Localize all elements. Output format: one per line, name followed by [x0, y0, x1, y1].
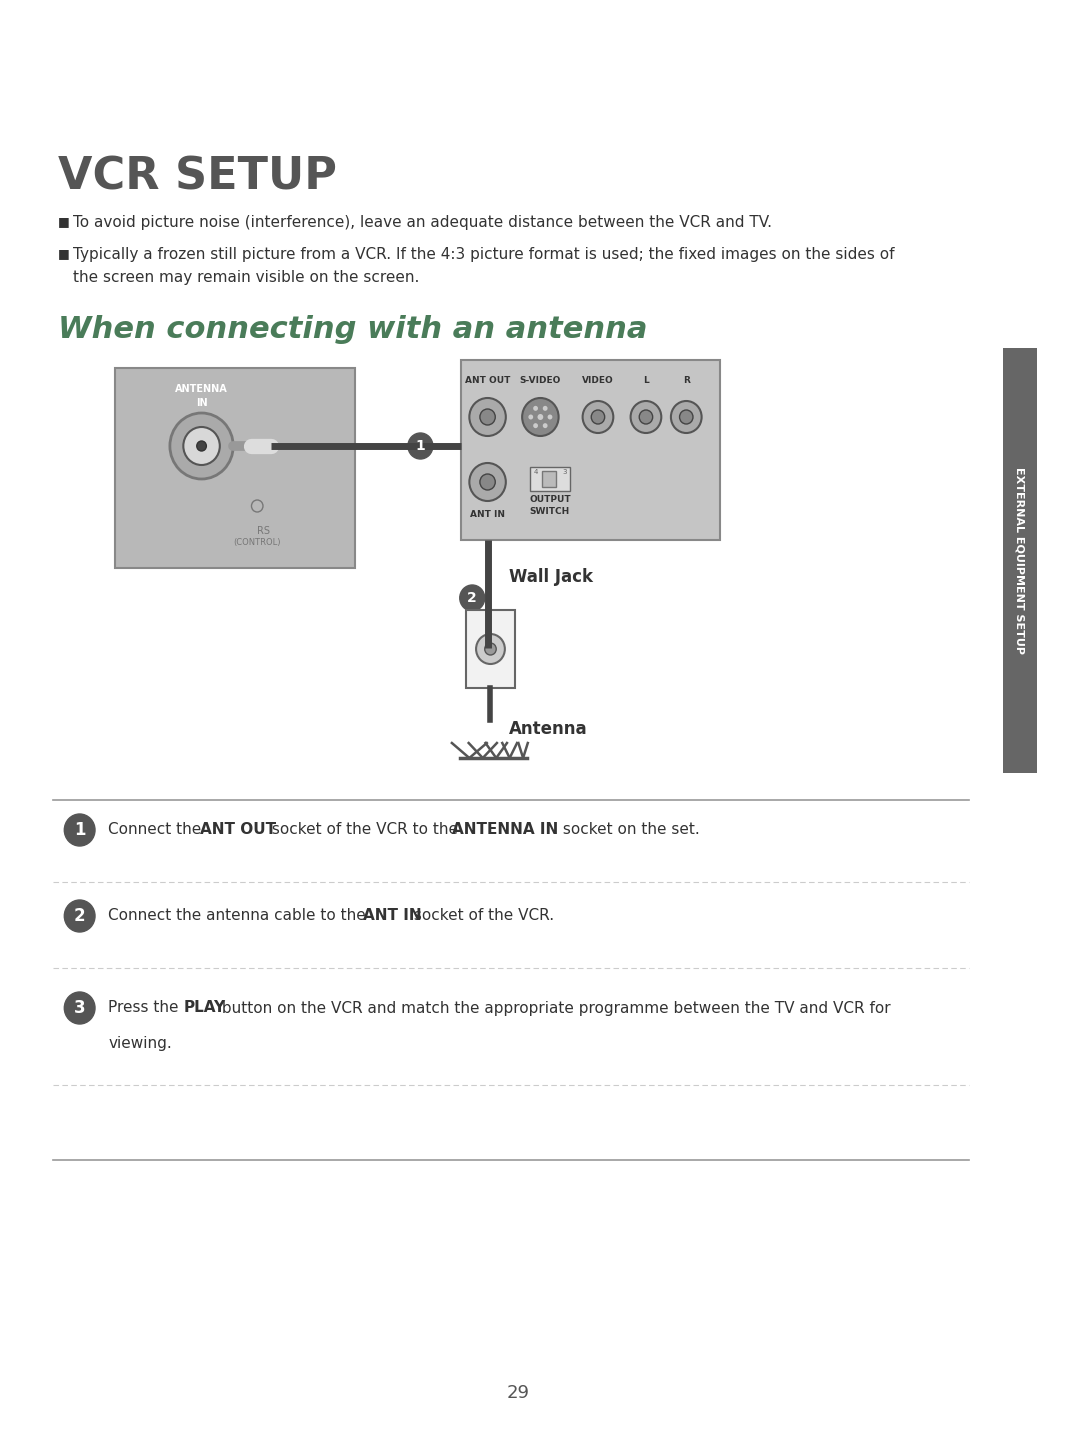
Text: viewing.: viewing. [108, 1036, 172, 1050]
Circle shape [485, 643, 496, 655]
Circle shape [65, 814, 95, 846]
Text: (CONTROL): (CONTROL) [233, 538, 281, 547]
Text: 1: 1 [73, 822, 85, 839]
Circle shape [679, 410, 693, 425]
Bar [530, 468, 570, 491]
Text: Typically a frozen still picture from a VCR. If the 4:3 picture format is used; : Typically a frozen still picture from a … [73, 248, 894, 262]
Text: OUTPUT: OUTPUT [529, 495, 571, 504]
Text: 1: 1 [416, 439, 426, 453]
Circle shape [470, 463, 505, 501]
Text: ANT OUT: ANT OUT [464, 376, 510, 386]
Circle shape [543, 423, 548, 429]
Text: When connecting with an antenna: When connecting with an antenna [57, 315, 647, 344]
Circle shape [408, 433, 433, 459]
Text: ■: ■ [57, 214, 69, 227]
Text: IN: IN [195, 399, 207, 409]
Text: socket of the VCR.: socket of the VCR. [409, 908, 554, 924]
Text: Antenna: Antenna [509, 720, 588, 738]
Bar [116, 368, 355, 568]
Bar [1003, 348, 1037, 773]
Text: the screen may remain visible on the screen.: the screen may remain visible on the scr… [73, 271, 419, 285]
Text: 2: 2 [73, 907, 85, 925]
Circle shape [671, 401, 702, 433]
Circle shape [170, 413, 233, 479]
Circle shape [631, 401, 661, 433]
Text: socket of the VCR to the: socket of the VCR to the [267, 823, 462, 837]
Circle shape [65, 899, 95, 932]
Circle shape [65, 991, 95, 1025]
Text: R: R [683, 376, 690, 386]
Text: ANTENNA IN: ANTENNA IN [453, 823, 558, 837]
Text: 3: 3 [563, 469, 567, 475]
Circle shape [480, 409, 496, 425]
Text: EXTERNAL EQUIPMENT SETUP: EXTERNAL EQUIPMENT SETUP [1014, 468, 1024, 653]
Bar [465, 610, 515, 688]
Circle shape [197, 440, 206, 450]
Text: 4: 4 [534, 469, 538, 475]
Circle shape [480, 473, 496, 491]
Text: button on the VCR and match the appropriate programme between the TV and VCR for: button on the VCR and match the appropri… [217, 1000, 891, 1016]
Bar [542, 471, 556, 486]
Circle shape [582, 401, 613, 433]
Text: RS: RS [257, 527, 270, 535]
Text: Connect the antenna cable to the: Connect the antenna cable to the [108, 908, 372, 924]
Text: SWITCH: SWITCH [530, 507, 570, 517]
Text: 29: 29 [507, 1384, 530, 1402]
Text: Wall Jack: Wall Jack [509, 568, 593, 586]
Text: VIDEO: VIDEO [582, 376, 613, 386]
Text: VCR SETUP: VCR SETUP [57, 155, 337, 199]
Text: ANT OUT: ANT OUT [200, 823, 275, 837]
Text: L: L [643, 376, 649, 386]
Circle shape [470, 399, 505, 436]
Bar [461, 360, 720, 540]
Circle shape [534, 423, 538, 429]
Text: S-VIDEO: S-VIDEO [519, 376, 562, 386]
Circle shape [548, 414, 552, 420]
Circle shape [184, 427, 220, 465]
Text: socket on the set.: socket on the set. [557, 823, 700, 837]
Text: ANT IN: ANT IN [470, 509, 505, 519]
Text: To avoid picture noise (interference), leave an adequate distance between the VC: To avoid picture noise (interference), l… [73, 214, 772, 230]
Text: ANTENNA: ANTENNA [175, 384, 228, 394]
Circle shape [543, 406, 548, 412]
Text: ■: ■ [57, 248, 69, 260]
Circle shape [460, 586, 485, 612]
Text: ANT IN: ANT IN [363, 908, 421, 924]
Circle shape [528, 414, 534, 420]
Text: 3: 3 [73, 999, 85, 1017]
Text: Press the: Press the [108, 1000, 184, 1016]
Circle shape [538, 414, 543, 420]
Text: 2: 2 [468, 591, 477, 604]
Circle shape [522, 399, 558, 436]
Circle shape [591, 410, 605, 425]
Text: PLAY: PLAY [184, 1000, 226, 1016]
Circle shape [534, 406, 538, 412]
Circle shape [476, 635, 504, 663]
Circle shape [639, 410, 652, 425]
Text: Connect the: Connect the [108, 823, 206, 837]
